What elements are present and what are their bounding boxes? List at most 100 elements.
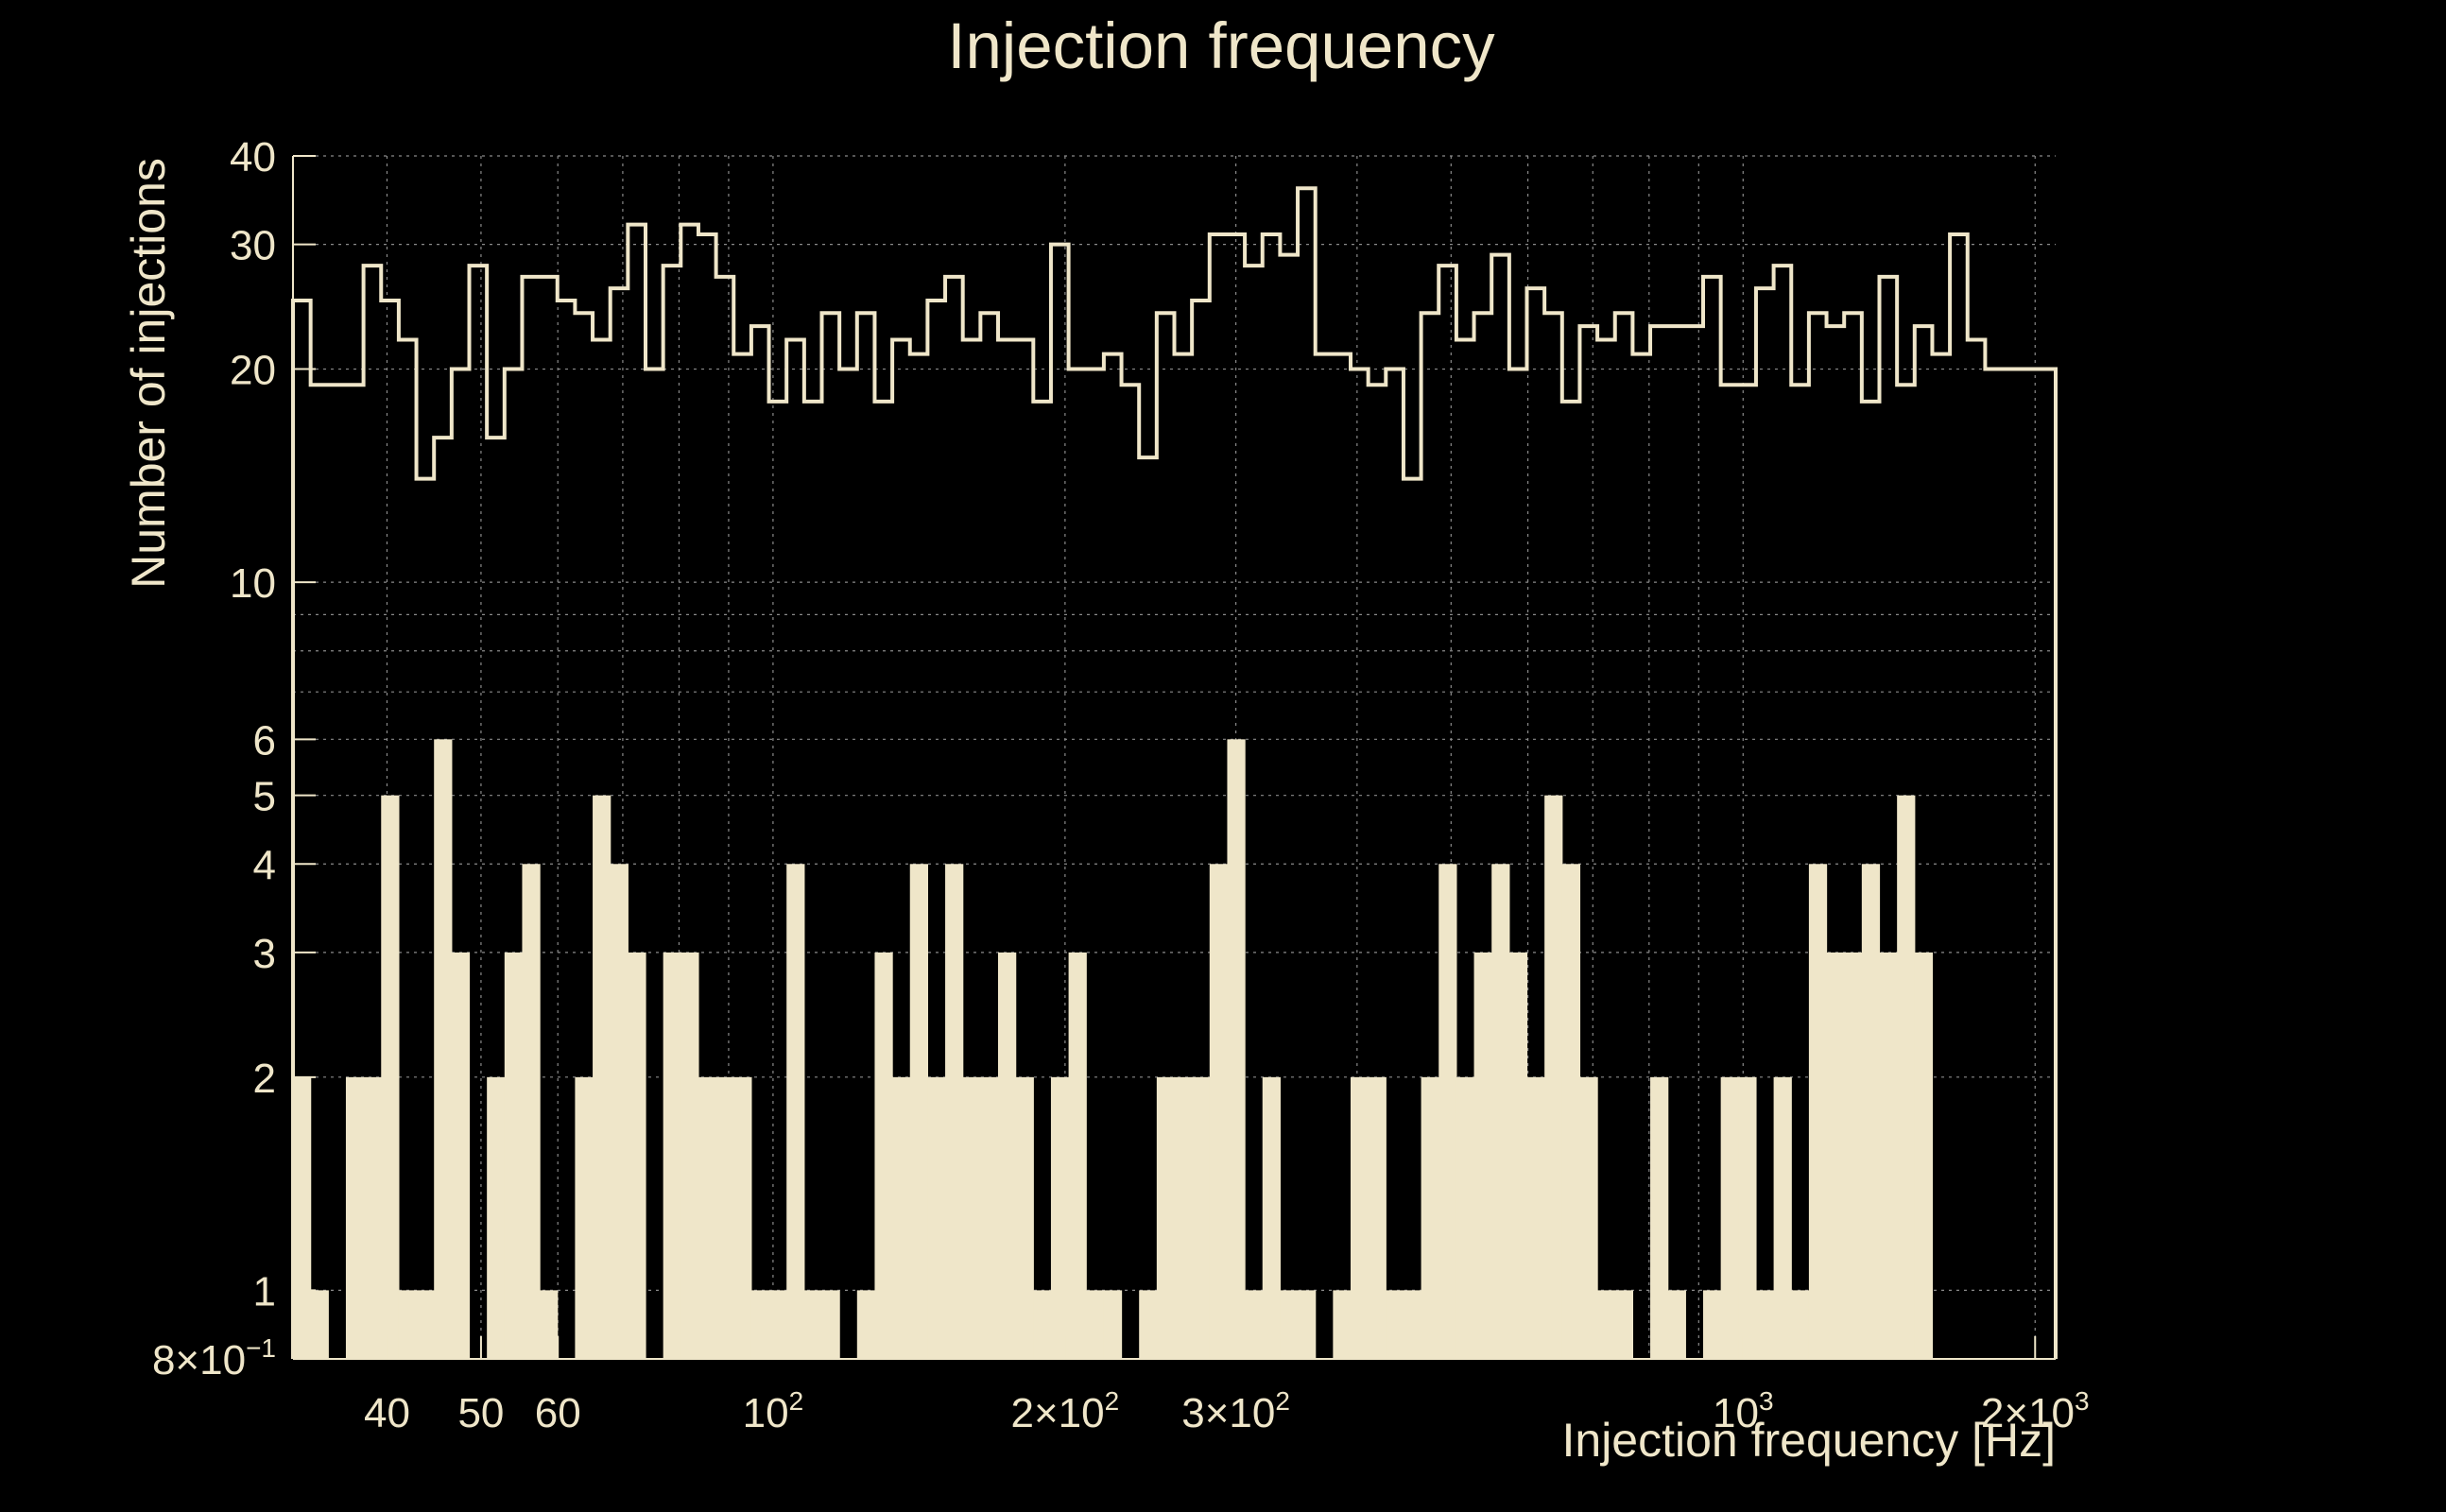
x-tick-label: 103	[1713, 1386, 1774, 1436]
histogram-bar	[945, 864, 964, 1359]
histogram-bar	[1897, 795, 1916, 1359]
histogram-bar	[821, 1290, 840, 1359]
histogram-bar	[1227, 739, 1246, 1359]
histogram-bar	[1103, 1290, 1123, 1359]
histogram-bar	[1245, 1290, 1264, 1359]
histogram-bar	[1773, 1076, 1792, 1359]
histogram-bar	[874, 952, 893, 1359]
histogram-bar	[980, 1076, 999, 1359]
all-injections-step	[291, 186, 2058, 1359]
histogram-bar	[962, 1076, 981, 1359]
grid-lines	[293, 155, 2056, 1359]
histogram-bar	[487, 1076, 506, 1359]
histogram-bar	[593, 795, 612, 1359]
histogram-bar	[663, 952, 681, 1359]
y-tick-label: 1	[253, 1268, 276, 1314]
y-tick-label: 30	[230, 223, 276, 269]
y-tick-label: 5	[253, 774, 276, 820]
chart-title: Injection frequency	[947, 9, 1495, 82]
histogram-bar	[1068, 952, 1087, 1359]
x-tick-label: 2×103	[1981, 1386, 2090, 1436]
y-axis-label: Number of injections	[122, 158, 175, 589]
histogram-bar	[1808, 864, 1828, 1359]
y-tick-label: 3	[253, 931, 276, 977]
y-tick-label: 6	[253, 717, 276, 764]
histogram-bar	[1561, 864, 1581, 1359]
histogram-bar	[540, 1290, 559, 1359]
x-tick-label: 60	[535, 1390, 581, 1436]
y-tick-label: 4	[253, 842, 276, 888]
x-tick-label: 40	[364, 1390, 410, 1436]
histogram-bar	[1174, 1076, 1193, 1359]
histogram-bar	[1879, 952, 1898, 1359]
histogram-bar	[381, 795, 400, 1359]
selected-injections-bars	[293, 739, 1934, 1359]
histogram-bar	[733, 1076, 752, 1359]
histogram-bar	[1579, 1076, 1598, 1359]
histogram-bar	[1544, 795, 1563, 1359]
histogram-bar	[856, 1290, 876, 1359]
histogram-bar	[1280, 1290, 1299, 1359]
histogram-bar	[1491, 864, 1510, 1359]
histogram-bar	[1508, 952, 1528, 1359]
histogram-bar	[1473, 952, 1492, 1359]
histogram-bar	[1597, 1290, 1616, 1359]
x-tick-label: 102	[743, 1386, 804, 1436]
histogram-bar	[1368, 1076, 1387, 1359]
histogram-bar	[698, 1076, 717, 1359]
histogram-bar	[1703, 1290, 1722, 1359]
histogram-bar	[998, 952, 1017, 1359]
histogram-bar	[1650, 1076, 1669, 1359]
y-axis-ticks: 8×10−1 1 2 3 4 5 6 10 20 30 40	[152, 134, 316, 1383]
histogram-bar	[345, 1076, 365, 1359]
histogram-bar	[1015, 1076, 1034, 1359]
histogram-bar	[416, 1290, 435, 1359]
y-tick-label: 10	[230, 560, 276, 607]
histogram-bar	[1351, 1076, 1369, 1359]
histogram-bar	[293, 1076, 312, 1359]
histogram-bar	[1914, 952, 1934, 1359]
histogram-bar	[1421, 1076, 1439, 1359]
histogram-bar	[1438, 864, 1457, 1359]
histogram-bar	[1667, 1290, 1686, 1359]
histogram-bar	[1298, 1290, 1317, 1359]
y-tick-label: 8×10−1	[152, 1333, 276, 1383]
histogram-bar	[434, 739, 453, 1359]
histogram-bar	[1720, 1076, 1739, 1359]
histogram-bar	[1403, 1290, 1422, 1359]
x-tick-label: 2×102	[1011, 1386, 1120, 1436]
histogram-bar	[610, 864, 629, 1359]
histogram-bar	[1844, 952, 1863, 1359]
x-axis-label: Injection frequency [Hz]	[1562, 1414, 2057, 1467]
histogram-bar	[1755, 1290, 1775, 1359]
histogram-bar	[1086, 1290, 1105, 1359]
histogram-bar	[1614, 1290, 1633, 1359]
histogram-bar	[1262, 1076, 1281, 1359]
histogram-bar	[522, 864, 541, 1359]
step-histogram-line	[291, 186, 2058, 1359]
y-tick-label: 40	[230, 134, 276, 180]
histogram-bar	[909, 864, 928, 1359]
histogram-bar	[310, 1290, 329, 1359]
histogram-bar	[1456, 1076, 1475, 1359]
histogram-bar	[1861, 864, 1881, 1359]
histogram-bar	[575, 1076, 594, 1359]
x-axis-ticks: 40 50 60 102 2×102 3×102 103 2×103	[364, 1336, 2090, 1436]
histogram-bar	[892, 1076, 911, 1359]
histogram-bar	[628, 952, 646, 1359]
x-tick-label: 3×102	[1181, 1386, 1290, 1436]
histogram-bar	[786, 864, 805, 1359]
histogram-bar	[750, 1290, 770, 1359]
histogram-bar	[1139, 1290, 1158, 1359]
histogram-bar	[1209, 864, 1229, 1359]
histogram-bar	[398, 1290, 418, 1359]
histogram-bar	[715, 1076, 734, 1359]
histogram-bar	[1333, 1290, 1352, 1359]
x-tick-label: 50	[457, 1390, 504, 1436]
histogram-bar	[1826, 952, 1845, 1359]
histogram-bar	[803, 1290, 823, 1359]
histogram-bar	[1526, 1076, 1545, 1359]
histogram-bar	[1738, 1076, 1757, 1359]
